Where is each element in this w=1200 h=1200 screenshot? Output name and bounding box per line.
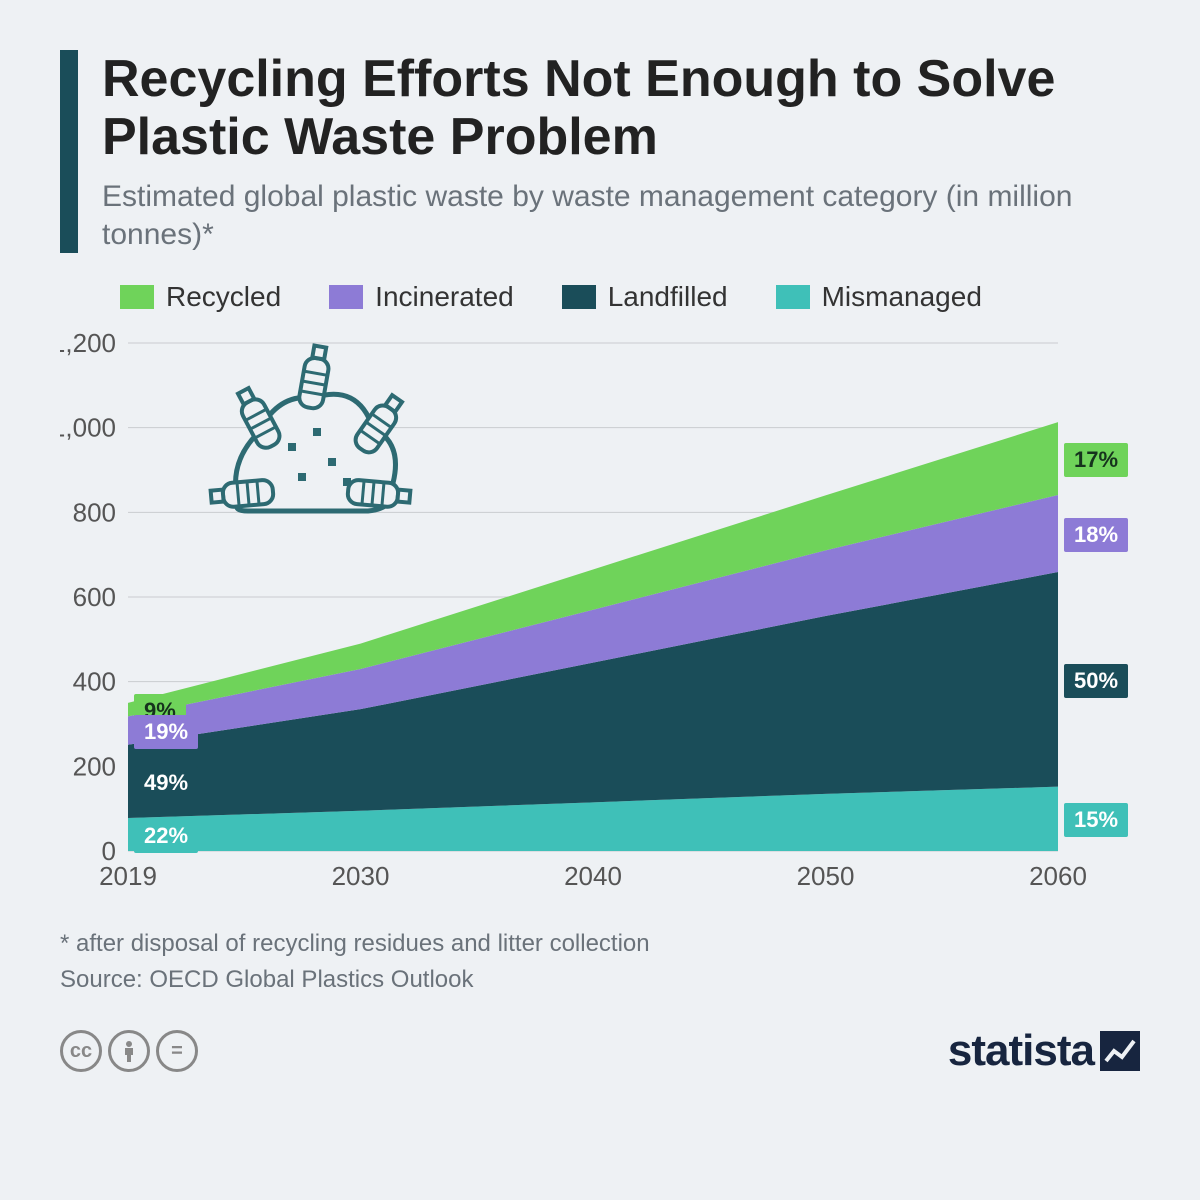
- svg-text:400: 400: [73, 667, 116, 697]
- svg-text:2030: 2030: [332, 861, 390, 891]
- percent-badge: 15%: [1064, 803, 1128, 837]
- percent-badge: 49%: [134, 766, 198, 800]
- legend-label: Landfilled: [608, 281, 728, 313]
- brand-text: statista: [948, 1026, 1094, 1076]
- svg-text:600: 600: [73, 582, 116, 612]
- percent-badge: 17%: [1064, 443, 1128, 477]
- legend-item: Mismanaged: [776, 281, 982, 313]
- footnote-line2: Source: OECD Global Plastics Outlook: [60, 962, 1140, 998]
- area-chart: 02004006008001,0001,20020192030204020502…: [60, 333, 1140, 898]
- footer: cc = statista: [60, 1026, 1140, 1076]
- legend-swatch: [329, 285, 363, 309]
- svg-text:2060: 2060: [1029, 861, 1087, 891]
- svg-text:1,200: 1,200: [60, 333, 116, 358]
- svg-text:200: 200: [73, 752, 116, 782]
- svg-text:1,000: 1,000: [60, 413, 116, 443]
- legend-swatch: [776, 285, 810, 309]
- page-title: Recycling Efforts Not Enough to Solve Pl…: [102, 50, 1140, 166]
- percent-badge: 50%: [1064, 664, 1128, 698]
- brand-logo: statista: [948, 1026, 1140, 1076]
- svg-text:2050: 2050: [797, 861, 855, 891]
- footnote-line1: * after disposal of recycling residues a…: [60, 926, 1140, 962]
- page-subtitle: Estimated global plastic waste by waste …: [102, 178, 1140, 253]
- legend: Recycled Incinerated Landfilled Mismanaged: [120, 281, 1140, 313]
- cc-license-icons: cc =: [60, 1030, 198, 1072]
- header: Recycling Efforts Not Enough to Solve Pl…: [60, 50, 1140, 253]
- legend-item: Recycled: [120, 281, 281, 313]
- svg-text:2040: 2040: [564, 861, 622, 891]
- percent-badge: 22%: [134, 819, 198, 853]
- footnote: * after disposal of recycling residues a…: [60, 926, 1140, 998]
- legend-item: Incinerated: [329, 281, 514, 313]
- legend-swatch: [120, 285, 154, 309]
- brand-mark-icon: [1100, 1031, 1140, 1071]
- legend-swatch: [562, 285, 596, 309]
- legend-label: Recycled: [166, 281, 281, 313]
- nd-icon: =: [156, 1030, 198, 1072]
- legend-item: Landfilled: [562, 281, 728, 313]
- legend-label: Incinerated: [375, 281, 514, 313]
- cc-icon: cc: [60, 1030, 102, 1072]
- svg-text:800: 800: [73, 498, 116, 528]
- chart-svg: 02004006008001,0001,20020192030204020502…: [60, 333, 1120, 893]
- svg-text:2019: 2019: [99, 861, 157, 891]
- legend-label: Mismanaged: [822, 281, 982, 313]
- percent-badge: 18%: [1064, 518, 1128, 552]
- percent-badge: 19%: [134, 715, 198, 749]
- accent-bar: [60, 50, 78, 253]
- by-icon: [108, 1030, 150, 1072]
